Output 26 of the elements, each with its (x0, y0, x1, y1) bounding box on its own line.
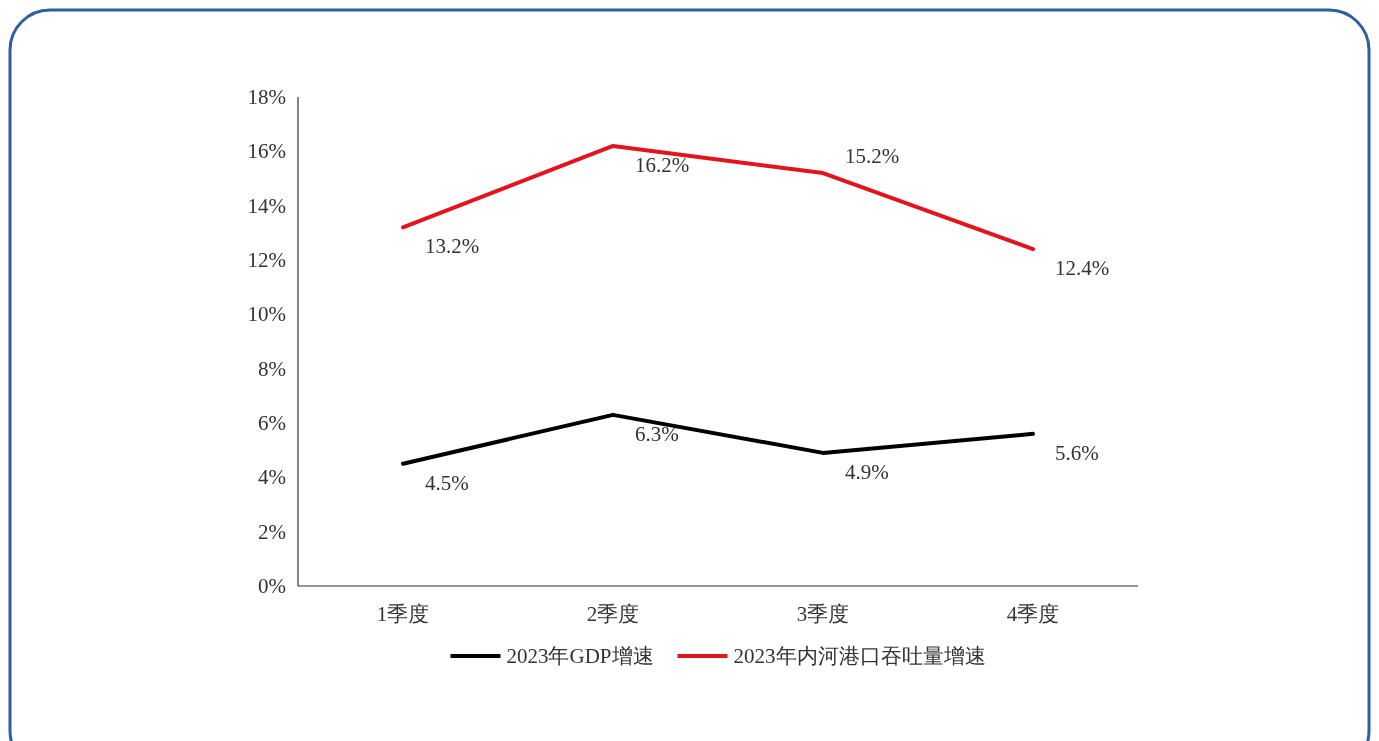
line-series (401, 412, 1035, 466)
x-tick-label: 3季度 (796, 602, 850, 626)
y-tick-label: 4% (258, 465, 286, 490)
data-label: 4.5% (425, 470, 469, 495)
y-tick-label: 18% (247, 85, 286, 109)
y-tick-label: 12% (247, 248, 286, 272)
legend-label: 2023年GDP增速 (506, 644, 654, 668)
y-tick-label: 14% (247, 193, 286, 218)
data-label: 4.9% (845, 459, 889, 484)
data-label: 13.2% (425, 234, 480, 259)
y-tick-label: 10% (247, 302, 286, 327)
x-tick-label: 2季度 (586, 602, 640, 626)
line-series (401, 143, 1035, 252)
data-label: 12.4% (1055, 256, 1110, 281)
legend-label: 2023年内河港口吞吐量增速 (733, 644, 986, 668)
data-label: 15.2% (845, 144, 900, 169)
y-tick-label: 16% (247, 139, 286, 164)
data-label: 6.3% (635, 421, 679, 446)
y-tick-label: 0% (258, 574, 286, 598)
x-tick-label: 1季度 (376, 602, 430, 626)
x-tick-label: 4季度 (1006, 602, 1060, 626)
y-tick-label: 8% (258, 356, 286, 381)
data-label: 16.2% (635, 152, 690, 177)
data-label: 5.6% (1055, 440, 1099, 465)
y-tick-label: 2% (258, 519, 286, 544)
y-tick-label: 6% (258, 411, 286, 435)
